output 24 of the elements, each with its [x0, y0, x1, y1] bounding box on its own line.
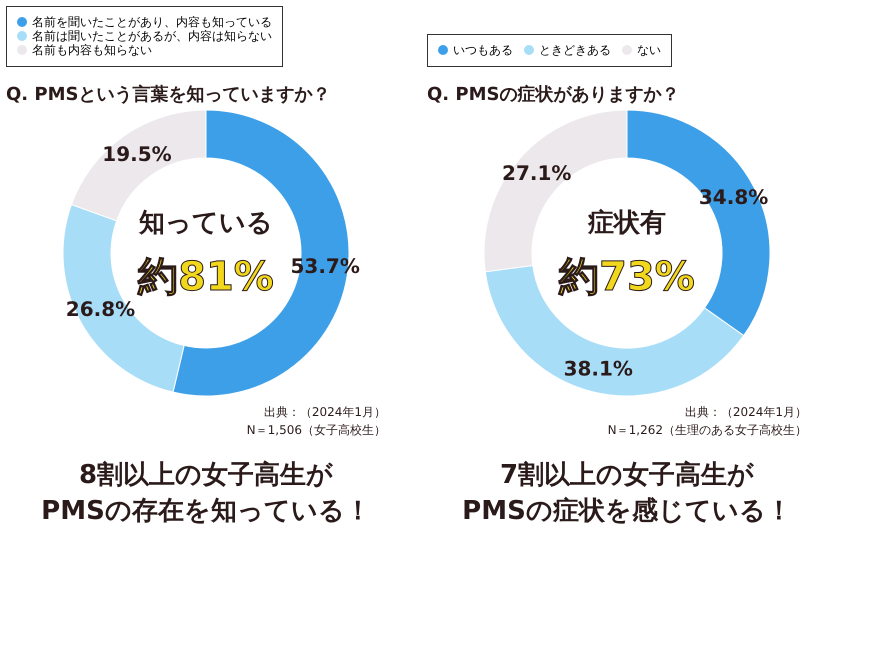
text: 7割以上の女子高生が: [500, 460, 756, 490]
text: N＝1,506（女子高校生）: [246, 423, 386, 437]
data-label: 26.8%: [66, 297, 136, 322]
legend-label: ときどきある: [539, 43, 611, 57]
legend-label: 名前は聞いたことがあるが、内容は知らない: [32, 29, 272, 43]
legend-label: 名前も内容も知らない: [32, 43, 152, 57]
legend-label: いつもある: [453, 43, 513, 57]
text: 症状有: [587, 208, 666, 238]
text: 約73%: [558, 254, 695, 300]
source-note: 出典：（2024年1月）: [684, 405, 807, 419]
data-label: 19.5%: [102, 142, 172, 166]
text: 知っている: [138, 208, 273, 238]
text: PMSの存在を知っている！: [41, 496, 371, 526]
legend-label: 名前を聞いたことがあり、内容も知っている: [32, 15, 272, 29]
text: PMSの症状を感じている！: [462, 496, 792, 526]
source-note: 出典：（2024年1月）: [264, 405, 386, 419]
data-label: 38.1%: [564, 356, 633, 381]
text: 約81%: [137, 254, 274, 300]
text: 8割以上の女子高生が: [78, 460, 334, 490]
data-label: 27.1%: [502, 160, 572, 185]
text: Q. PMSの症状がありますか？: [427, 84, 680, 105]
text: N＝1,262（生理のある女子高校生）: [608, 423, 807, 437]
legend-label: ない: [637, 43, 661, 57]
text: Q. PMSという言葉を知っていますか？: [6, 84, 330, 105]
